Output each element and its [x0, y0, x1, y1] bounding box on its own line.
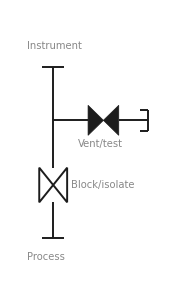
- Text: Process: Process: [27, 252, 65, 262]
- Polygon shape: [53, 168, 67, 202]
- Text: Block/isolate: Block/isolate: [71, 180, 135, 190]
- Text: Instrument: Instrument: [27, 41, 82, 51]
- Polygon shape: [88, 105, 103, 135]
- Polygon shape: [103, 105, 119, 135]
- Text: Vent/test: Vent/test: [78, 139, 123, 149]
- Polygon shape: [39, 168, 53, 202]
